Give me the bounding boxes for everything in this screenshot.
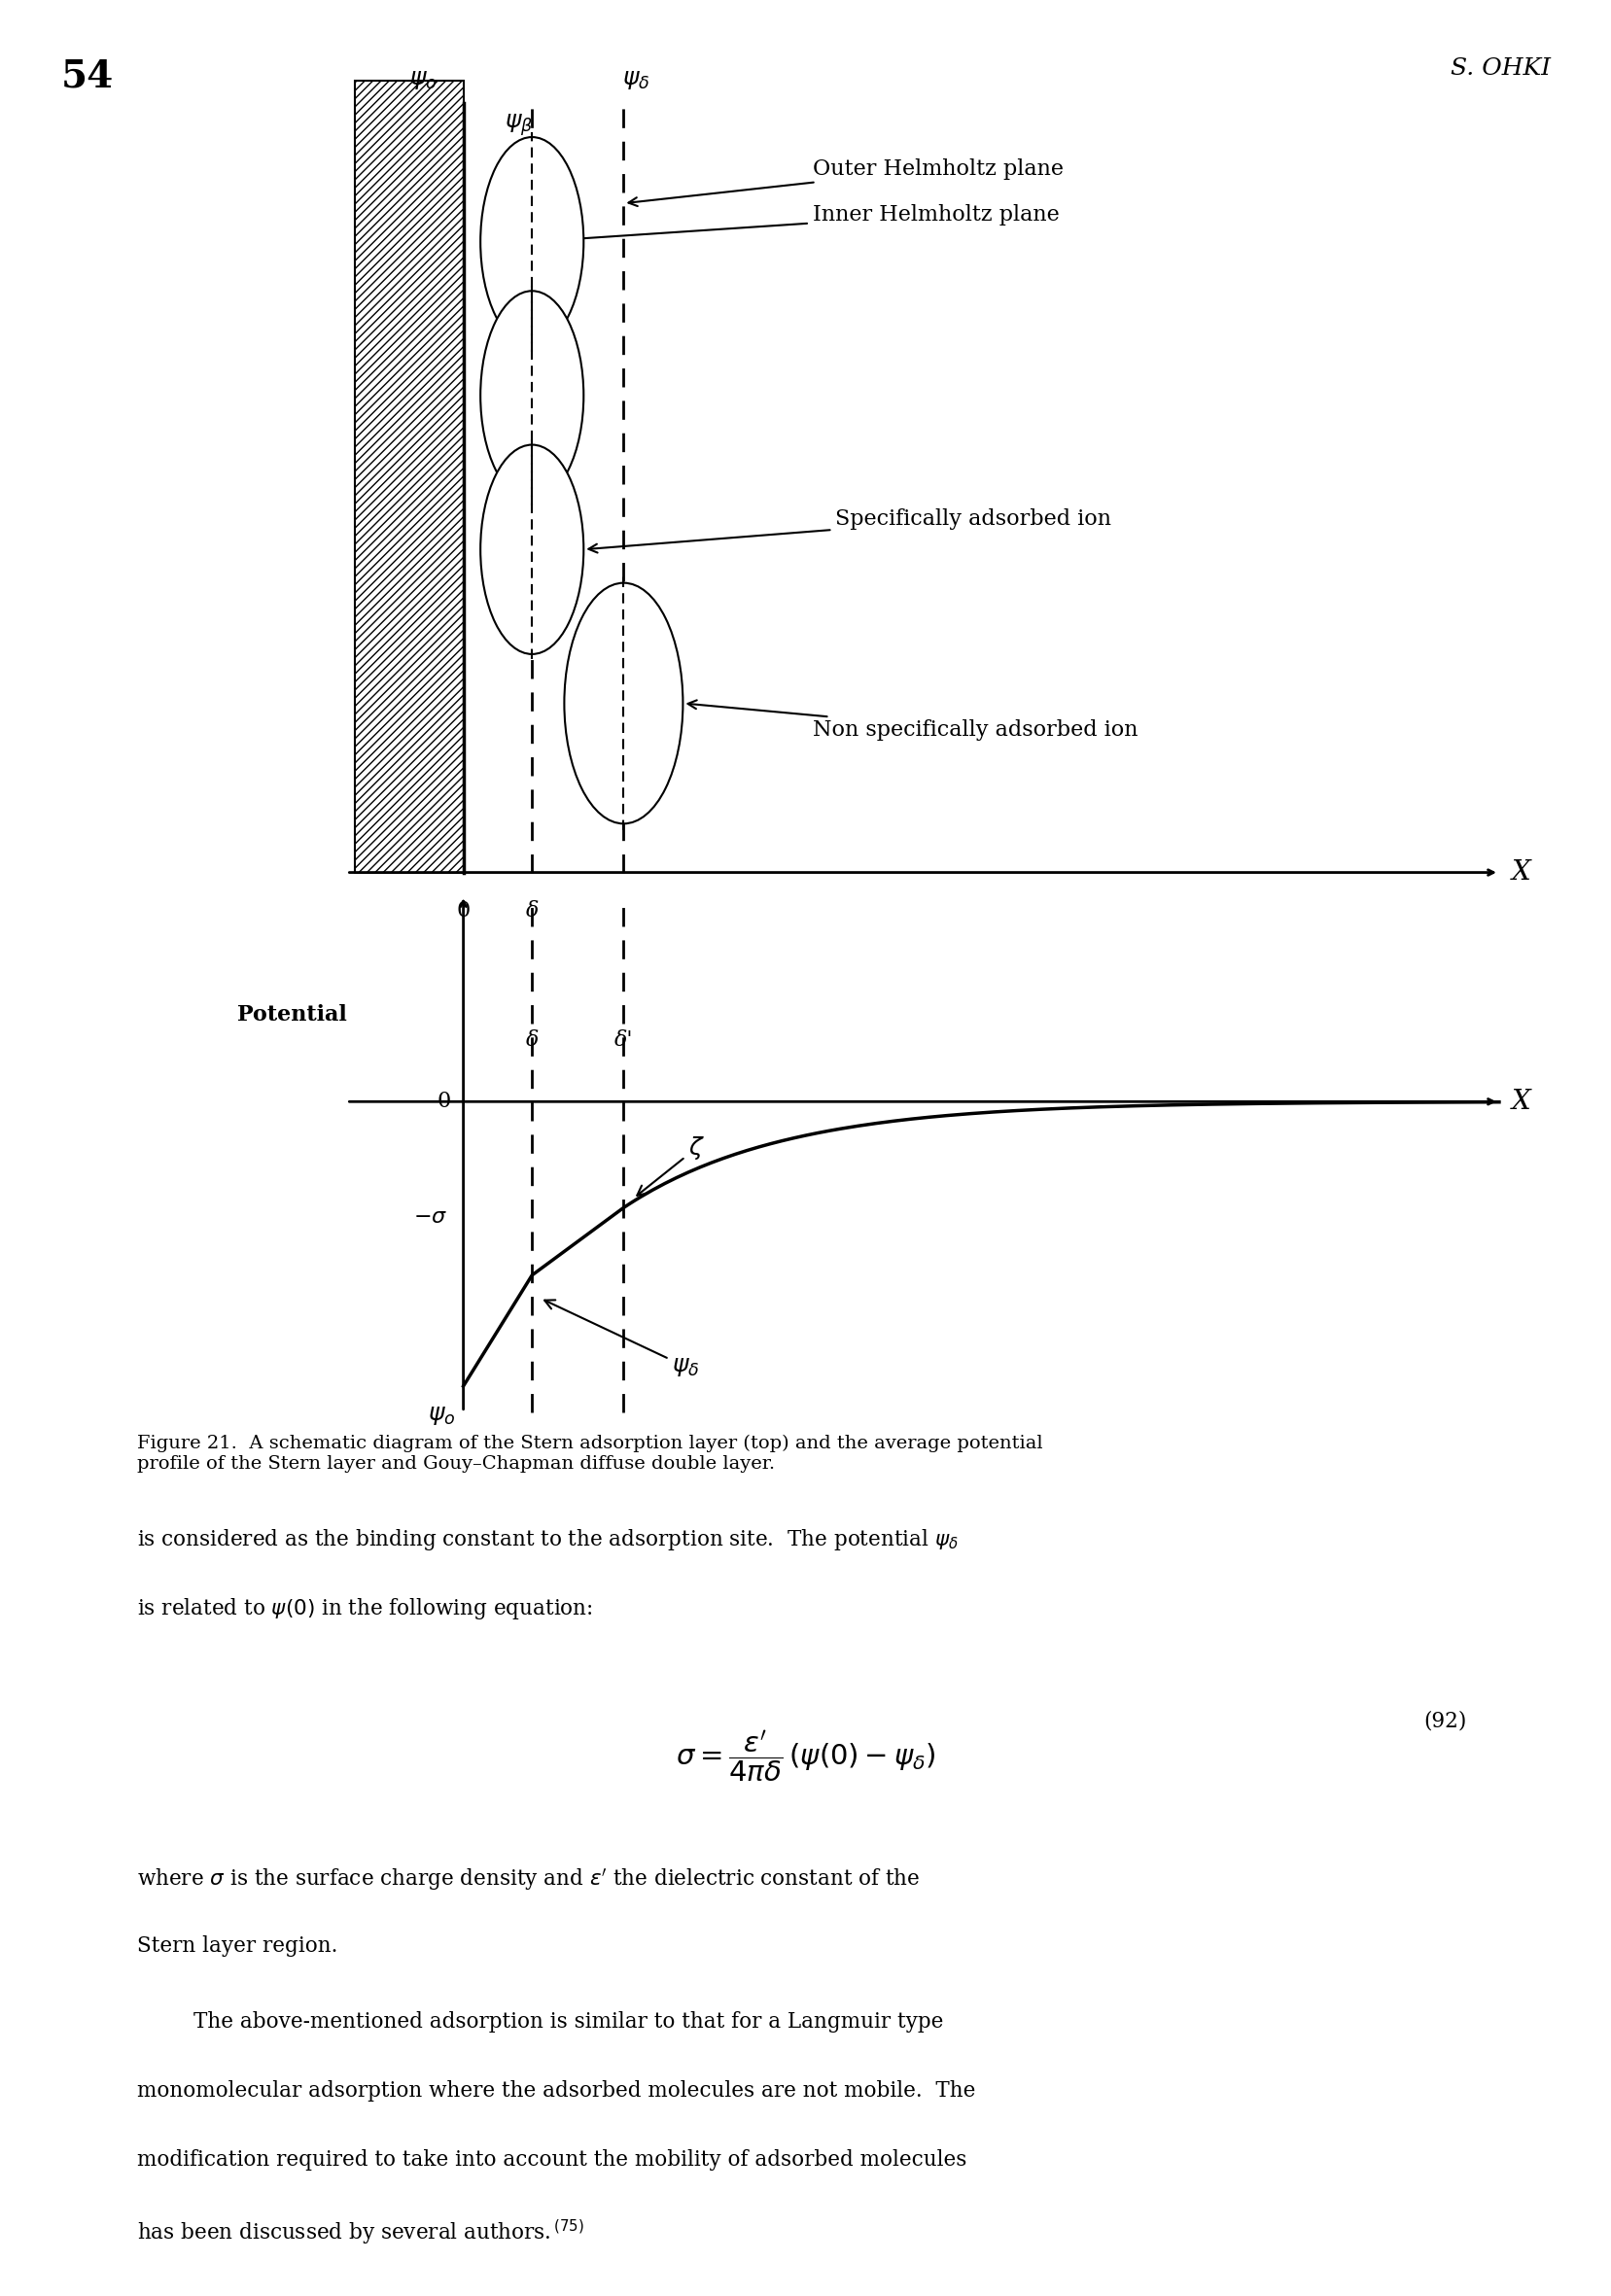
Text: monomolecular adsorption where the adsorbed molecules are not mobile.  The: monomolecular adsorption where the adsor… bbox=[137, 2080, 975, 2101]
Text: $\psi_\delta$: $\psi_\delta$ bbox=[622, 69, 649, 92]
Text: Specifically adsorbed ion: Specifically adsorbed ion bbox=[588, 507, 1110, 553]
Text: is considered as the binding constant to the adsorption site.  The potential $\p: is considered as the binding constant to… bbox=[137, 1527, 959, 1552]
Ellipse shape bbox=[480, 445, 583, 654]
Text: $\zeta$: $\zeta$ bbox=[636, 1134, 704, 1196]
Text: Stern layer region.: Stern layer region. bbox=[137, 1936, 337, 1956]
Ellipse shape bbox=[480, 138, 583, 347]
Bar bbox=[354, 80, 462, 872]
Text: $-\sigma$: $-\sigma$ bbox=[412, 1208, 446, 1228]
Text: $\psi_\delta$: $\psi_\delta$ bbox=[545, 1300, 699, 1378]
Text: δ': δ' bbox=[614, 1029, 633, 1052]
Text: 0: 0 bbox=[437, 1091, 449, 1111]
Text: $\sigma = \dfrac{\varepsilon'}{4\pi\delta}\,(\psi(0) - \psi_\delta)$: $\sigma = \dfrac{\varepsilon'}{4\pi\delt… bbox=[675, 1729, 936, 1784]
Text: X: X bbox=[1511, 859, 1530, 886]
Text: Inner Helmholtz plane: Inner Helmholtz plane bbox=[536, 204, 1058, 246]
Text: Figure 21.  A schematic diagram of the Stern adsorption layer (top) and the aver: Figure 21. A schematic diagram of the St… bbox=[137, 1435, 1042, 1474]
Text: Potential: Potential bbox=[237, 1003, 346, 1026]
Text: δ: δ bbox=[525, 900, 538, 921]
Text: δ: δ bbox=[525, 1029, 538, 1052]
Text: The above-mentioned adsorption is similar to that for a Langmuir type: The above-mentioned adsorption is simila… bbox=[193, 2011, 942, 2032]
Text: 0: 0 bbox=[456, 900, 470, 921]
Text: where $\sigma$ is the surface charge density and $\varepsilon'$ the dielectric c: where $\sigma$ is the surface charge den… bbox=[137, 1867, 920, 1892]
Text: S. OHKI: S. OHKI bbox=[1450, 57, 1550, 80]
Text: (92): (92) bbox=[1423, 1711, 1466, 1731]
Text: is related to $\psi(0)$ in the following equation:: is related to $\psi(0)$ in the following… bbox=[137, 1596, 593, 1621]
Text: X: X bbox=[1511, 1088, 1530, 1116]
Ellipse shape bbox=[564, 583, 683, 824]
Ellipse shape bbox=[480, 292, 583, 501]
Text: Outer Helmholtz plane: Outer Helmholtz plane bbox=[628, 158, 1063, 207]
Text: $\psi_o$: $\psi_o$ bbox=[427, 1405, 454, 1426]
Text: modification required to take into account the mobility of adsorbed molecules: modification required to take into accou… bbox=[137, 2149, 967, 2170]
Text: has been discussed by several authors.$^{\,(75)}$: has been discussed by several authors.$^… bbox=[137, 2218, 583, 2248]
Text: Non specifically adsorbed ion: Non specifically adsorbed ion bbox=[688, 700, 1137, 742]
Text: $\psi_o$: $\psi_o$ bbox=[409, 69, 437, 92]
Text: 54: 54 bbox=[61, 57, 114, 94]
Text: $\psi_\beta$: $\psi_\beta$ bbox=[504, 113, 533, 138]
